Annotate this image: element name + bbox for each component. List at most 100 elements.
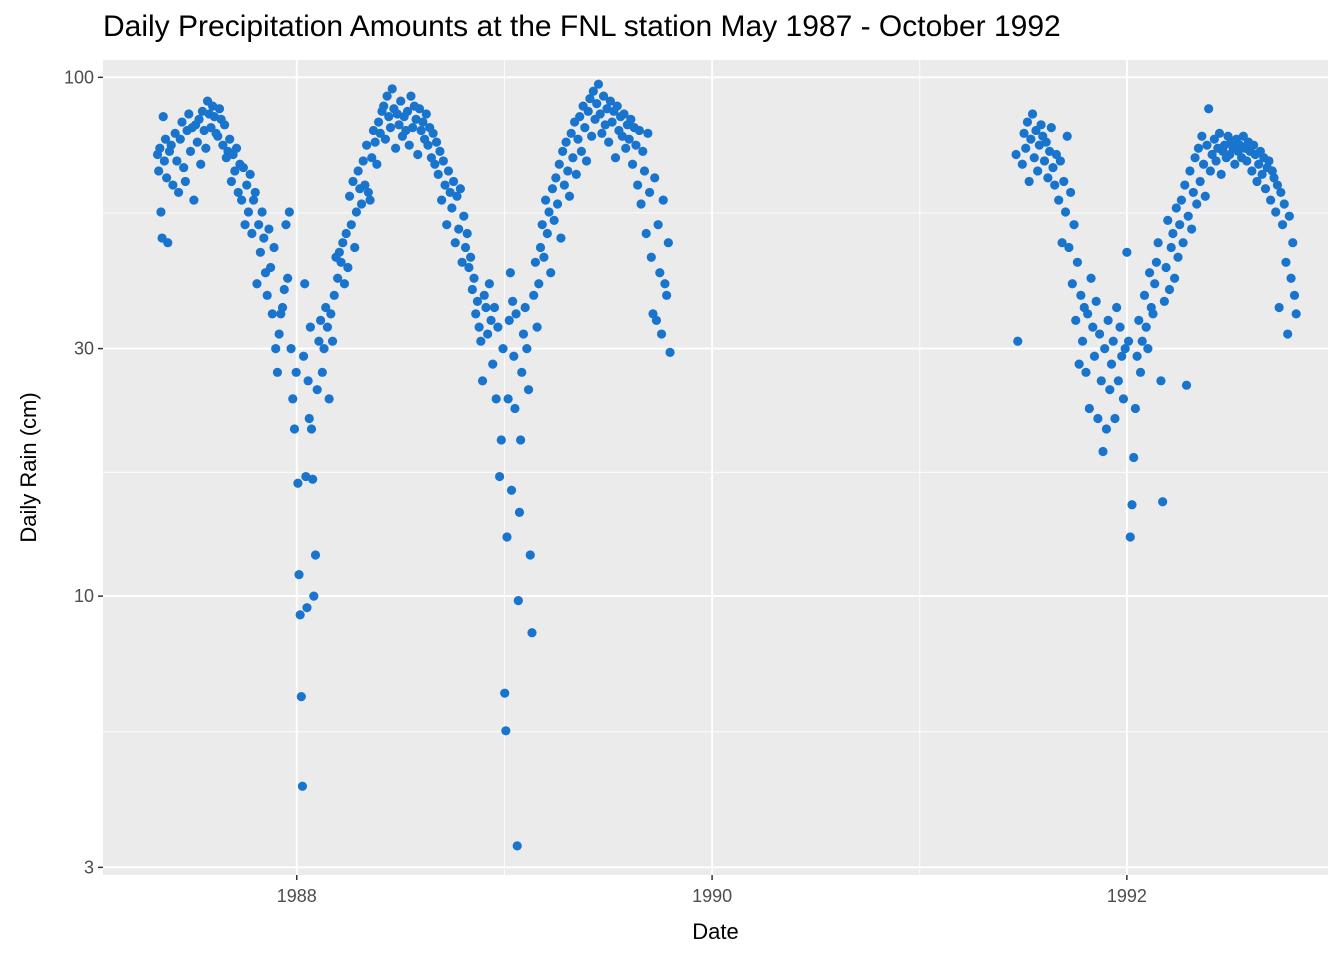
data-point [563,166,573,176]
data-point [1286,273,1296,283]
x-axis-title: Date [692,919,738,944]
data-point [264,224,274,234]
data-point [472,296,483,306]
data-point [194,114,204,124]
data-point [658,195,668,205]
data-point [254,220,264,230]
data-point [1164,284,1175,295]
data-point [255,247,265,257]
data-point [1098,446,1108,457]
data-point [1064,242,1074,253]
data-point [534,279,544,289]
data-point [1060,207,1071,217]
data-point [559,180,569,190]
data-point [455,184,465,194]
data-point [230,166,240,176]
data-point [1277,220,1288,230]
data-point [571,169,581,179]
data-point [218,140,228,150]
data-point [660,279,670,289]
data-point [1048,162,1058,173]
data-point [394,120,404,130]
data-point [156,207,166,217]
data-point [466,252,476,262]
data-point [535,242,546,253]
data-point [514,507,525,517]
data-point [1156,376,1166,386]
data-point [1283,329,1293,339]
data-point [291,367,301,377]
data-point [493,322,503,332]
data-point [1187,224,1197,234]
data-point [1135,367,1146,377]
data-point [379,101,389,111]
data-point [1084,403,1094,414]
data-point [233,187,243,198]
data-point [421,109,431,119]
data-point [502,532,512,542]
data-point [610,153,621,163]
data-point [1151,257,1162,267]
data-point [338,238,348,248]
data-point [1027,109,1038,119]
data-point [248,195,259,205]
data-point [1291,309,1301,319]
data-point [1122,247,1132,257]
data-point [166,140,176,150]
data-point [1083,309,1093,319]
data-point [1254,159,1264,169]
data-point [175,134,185,144]
data-point [544,207,554,217]
data-point [154,166,164,176]
data-point [317,367,327,377]
data-point [607,117,617,127]
data-point [527,628,537,638]
data-point [1281,257,1291,267]
data-point [639,166,650,176]
data-point [1077,336,1088,346]
data-point [1242,156,1252,166]
data-point [435,146,445,156]
data-point [370,137,380,147]
data-point [414,104,425,114]
data-point [1137,336,1147,346]
x-tick-label: 1990 [692,886,732,906]
data-point [1019,128,1029,138]
data-point [242,180,252,190]
data-point [329,290,339,300]
data-point [1101,424,1112,434]
data-point [1248,140,1259,150]
data-point [1086,273,1096,283]
data-point [1153,238,1163,248]
data-point [598,91,609,101]
data-point [542,228,552,239]
data-point [1176,195,1187,205]
data-point [159,156,169,166]
data-point [252,279,262,289]
data-point [396,96,406,106]
data-point [1071,315,1081,325]
data-point [450,238,460,248]
data-point [484,279,494,289]
data-point [1108,336,1118,346]
data-point [1183,211,1193,221]
data-point [532,322,542,332]
data-point [483,329,493,339]
data-point [448,176,459,187]
data-point [238,162,248,173]
data-point [1130,403,1140,414]
data-point [1039,156,1050,166]
data-point [362,140,372,150]
data-point [525,550,535,560]
data-point [457,257,467,267]
data-point [583,106,593,116]
data-point [333,273,343,283]
data-point [1022,117,1033,127]
data-point [1076,290,1086,300]
data-point [257,207,267,217]
data-point [1103,315,1113,325]
data-point [1158,497,1168,507]
data-point [656,329,667,339]
data-point [231,143,242,153]
data-point [1252,176,1262,187]
